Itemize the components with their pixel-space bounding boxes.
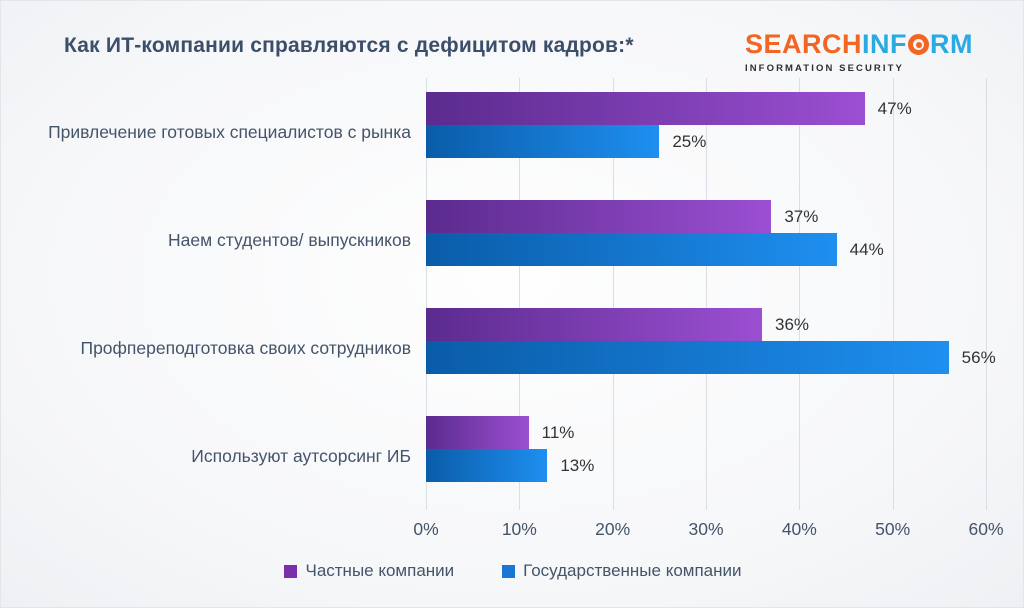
bar-private <box>426 92 865 125</box>
legend-label: Государственные компании <box>523 561 742 580</box>
x-axis-tick: 20% <box>595 519 631 539</box>
category-label: Привлечение готовых специалистов с рынка <box>48 121 411 142</box>
x-axis-tick: 60% <box>968 519 1004 539</box>
bar-value-label: 47% <box>877 98 912 118</box>
bar-state <box>426 449 548 482</box>
bar-private <box>426 416 529 449</box>
bar-value-label: 36% <box>775 314 810 334</box>
legend-swatch-icon <box>502 564 516 578</box>
chart-title: Как ИТ-компании справляются с дефицитом … <box>64 34 634 57</box>
category-label: Используют аутсорсинг ИБ <box>191 445 411 466</box>
chart-row: Наем студентов/ выпускников 37% 44% <box>1 186 1024 294</box>
legend-item: Государственные компании <box>502 561 742 581</box>
x-axis-tick: 40% <box>781 519 817 539</box>
bar-private <box>426 200 772 233</box>
x-axis-tick: 30% <box>688 519 724 539</box>
bar-state <box>426 125 660 158</box>
bar-value-label: 25% <box>672 131 707 151</box>
logo-text-inf: INF <box>862 29 907 59</box>
searchinform-logo: SEARCH INF RM INFORMATION SECURITY <box>744 31 973 75</box>
x-axis-tick: 10% <box>501 519 537 539</box>
bar-value-label: 11% <box>541 422 575 442</box>
bar-private <box>426 308 762 341</box>
x-axis-tick: 50% <box>875 519 911 539</box>
legend-swatch-icon <box>284 564 298 578</box>
bar-state <box>426 341 949 374</box>
bar-state <box>426 233 837 266</box>
legend-label: Частные компании <box>305 561 455 580</box>
bar-value-label: 37% <box>784 206 819 226</box>
chart-legend: Частные компании Государственные компании <box>1 561 1024 581</box>
bar-value-label: 56% <box>961 347 996 367</box>
bar-value-label: 44% <box>849 239 884 259</box>
logo-subtitle: INFORMATION SECURITY <box>744 63 904 74</box>
bar-value-label: 13% <box>560 455 595 475</box>
category-label: Наем студентов/ выпускников <box>168 229 411 250</box>
x-axis: 0% 10% 20% 30% 40% 50% 60% <box>413 519 1003 543</box>
logo-text-rm: RM <box>930 29 973 59</box>
legend-item: Частные компании <box>284 561 454 581</box>
category-label: Профпереподготовка своих сотрудников <box>80 337 411 358</box>
logo-text-search: SEARCH <box>744 29 862 59</box>
x-axis-tick: 0% <box>413 519 439 539</box>
logo-o-icon <box>908 34 929 55</box>
chart-row: Используют аутсорсинг ИБ 11% 13% <box>1 402 1024 510</box>
chart-row: Профпереподготовка своих сотрудников 36% 5… <box>1 294 1024 402</box>
bar-chart-rows: Привлечение готовых специалистов с рынка… <box>1 78 1024 510</box>
chart-row: Привлечение готовых специалистов с рынка… <box>1 78 1024 186</box>
logo-wordmark: SEARCH INF RM <box>745 31 973 58</box>
